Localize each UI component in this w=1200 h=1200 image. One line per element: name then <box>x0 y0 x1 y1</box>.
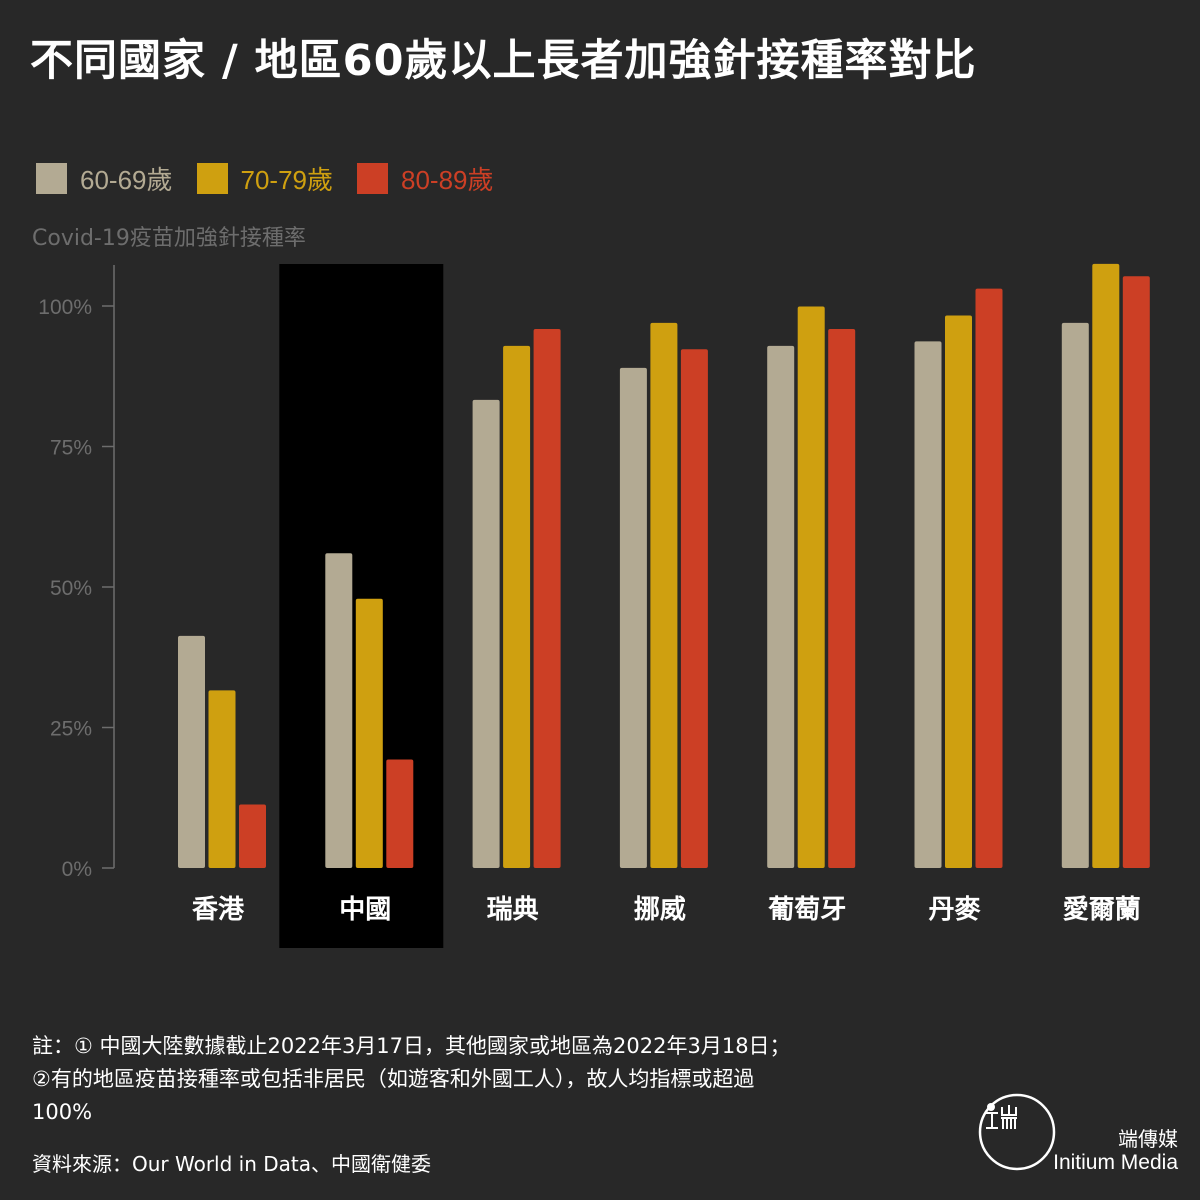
bar <box>178 635 205 868</box>
bar <box>619 367 647 868</box>
x-tick-label: 愛爾蘭 <box>1063 895 1141 925</box>
y-tick-label: 25% <box>50 718 92 741</box>
bar <box>1092 263 1120 869</box>
bar <box>975 288 1003 868</box>
bar <box>828 329 856 868</box>
brand-name-cn: 端傳媒 <box>1118 1127 1178 1151</box>
bar <box>650 322 678 868</box>
bar <box>533 329 561 868</box>
x-tick-label: 挪威 <box>634 894 686 925</box>
bar <box>914 341 942 868</box>
legend-item-80-89: 80-89歲 <box>357 160 494 197</box>
bar <box>503 345 531 869</box>
bar <box>1122 276 1150 868</box>
bar <box>355 598 383 868</box>
x-tick-label: 丹麥 <box>928 895 981 925</box>
legend-label-60-69: 60-69歲 <box>80 165 173 195</box>
legend-swatch-60-69 <box>36 163 67 194</box>
legend-swatch-80-89 <box>357 163 388 194</box>
x-tick-label: 葡萄牙 <box>768 895 846 925</box>
source-note: 資料來源：Our World in Data、中國衛健委 <box>32 1152 432 1176</box>
x-tick-label: 中國 <box>339 895 391 925</box>
bar <box>472 399 500 868</box>
chart-title: 不同國家 / 地區60歲以上長者加強針接種率對比 <box>30 36 977 86</box>
legend-item-60-69: 60-69歲 <box>36 160 173 197</box>
x-tick-label: 香港 <box>192 895 245 925</box>
initium-logo-icon <box>978 1093 1056 1171</box>
bar <box>1061 322 1089 868</box>
y-tick-label: 50% <box>50 577 92 600</box>
footnote-line-1: 註：① 中國大陸數據截止2022年3月17日，其他國家或地區為2022年3月18… <box>32 1034 791 1058</box>
bar <box>945 315 972 869</box>
legend-label-70-79: 70-79歲 <box>240 165 334 195</box>
legend: 60-69歲 70-79歲 80-89歲 <box>36 160 518 197</box>
bar <box>325 553 353 868</box>
footnote-line-3: 100% <box>32 1100 93 1124</box>
footnote-line-2: ②有的地區疫苗接種率或包括非居民（如遊客和外國工人），故人均指標或超過 <box>32 1067 755 1091</box>
bar <box>767 345 795 869</box>
y-tick-label: 75% <box>50 437 92 460</box>
footnote: 註：① 中國大陸數據截止2022年3月17日，其他國家或地區為2022年3月18… <box>32 1030 912 1129</box>
legend-item-70-79: 70-79歲 <box>196 160 334 197</box>
bar <box>208 690 236 868</box>
x-tick-label: 瑞典 <box>487 895 539 925</box>
y-axis-caption: Covid-19疫苗加強針接種率 <box>32 226 306 251</box>
legend-label-80-89: 80-89歲 <box>401 165 494 195</box>
legend-swatch-70-79 <box>196 163 228 194</box>
y-tick-label: 0% <box>62 858 92 881</box>
bar <box>386 759 414 868</box>
bar <box>680 349 708 868</box>
bar <box>797 306 825 868</box>
brand-name-en: Initium Media <box>1053 1151 1178 1174</box>
bar <box>239 804 266 868</box>
y-tick-label: 100% <box>38 296 92 319</box>
bar-chart: 0% 25% 50% 75% 100% 香港 中國 瑞典 挪威 葡萄牙 丹麥 愛爾蘭 <box>38 263 1150 948</box>
